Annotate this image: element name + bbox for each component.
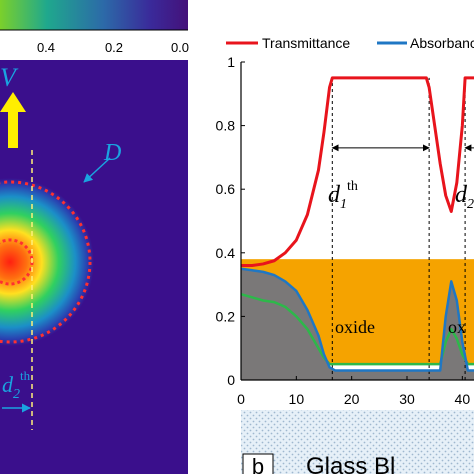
- x-tick-label: 10: [289, 391, 305, 407]
- x-tick-label: 20: [344, 391, 360, 407]
- panel-b: b Glass Bl 00.20.40.60.810 10 20 30 40 oxide…: [216, 32, 474, 474]
- absorbance-line: [241, 267, 474, 372]
- y-tick-label: 0.2: [216, 308, 236, 324]
- y-tick-label: 0.8: [216, 118, 236, 134]
- outer-threshold-circle: [0, 180, 92, 344]
- velocity-label: V: [0, 63, 19, 92]
- panel-label-box: [242, 453, 274, 474]
- panel-a: 0.4 0.2 0.0 V D d2th: [0, 0, 189, 474]
- colorbar-tick: 0.2: [105, 40, 123, 55]
- transmittance-line: [241, 76, 474, 268]
- substrate-region: [241, 410, 474, 474]
- x-tick-label: 30: [399, 391, 415, 407]
- x-tick-label: 40: [455, 391, 471, 407]
- plot-area: 00.20.40.60.810 10 20 30 40: [216, 54, 474, 407]
- oxide-label: ox: [448, 317, 466, 337]
- substrate-label: Glass Bl: [306, 453, 395, 474]
- diameter-label: D: [103, 140, 121, 166]
- y-tick-label: 0: [227, 372, 235, 388]
- y-tick-label: 1: [227, 54, 235, 70]
- d2-label: d2: [455, 182, 474, 212]
- d2-label: d2th: [2, 368, 31, 402]
- diameter-pointer: [83, 157, 111, 183]
- y-tick-label: 0.6: [216, 181, 236, 197]
- y-tick-label: 0.4: [216, 245, 236, 261]
- d1-label: d1th: [328, 179, 358, 212]
- colorbar-tick: 0.4: [37, 40, 55, 55]
- panel-label: b: [252, 454, 264, 474]
- scan-direction-arrow: [0, 92, 26, 148]
- laser-spot: [0, 178, 94, 346]
- oxide-label: oxide: [335, 317, 375, 337]
- colorbar-tick: 0.0: [171, 40, 189, 55]
- colorbar: [0, 0, 188, 30]
- legend-label: Absorbance: [410, 35, 474, 51]
- legend-label: Transmittance: [262, 35, 350, 51]
- x-tick-label: 0: [237, 391, 245, 407]
- legend: Transmittance Absorbance: [218, 32, 474, 52]
